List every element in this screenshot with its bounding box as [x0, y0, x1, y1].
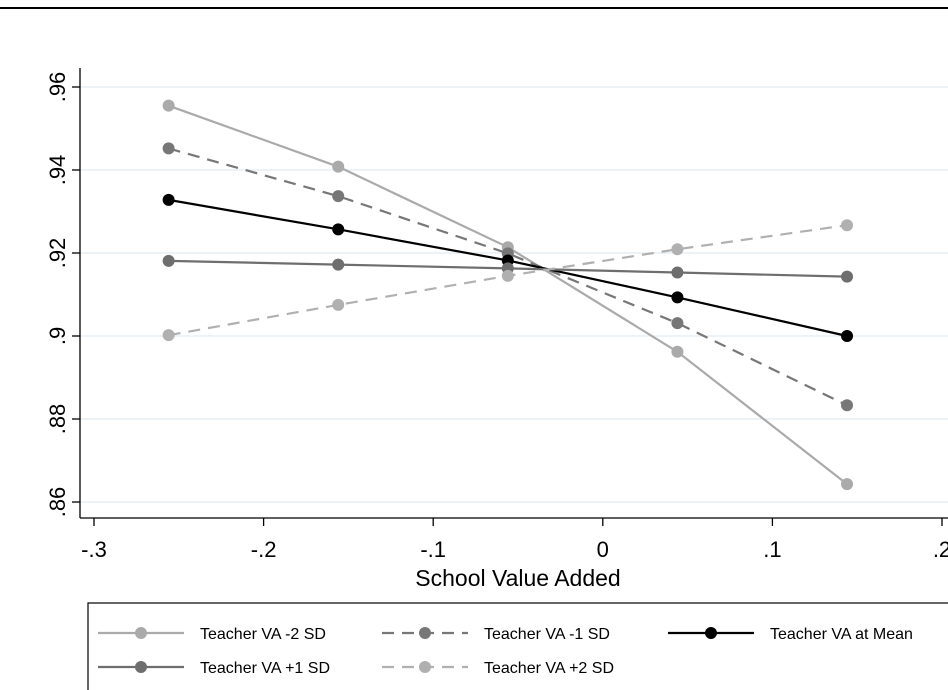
y-tick-label: .96: [45, 72, 70, 103]
data-point: [671, 291, 683, 303]
data-point: [671, 243, 683, 255]
x-tick-label: -.2: [251, 537, 277, 562]
legend-label: Teacher VA -1 SD: [484, 626, 610, 643]
data-point: [841, 399, 853, 411]
axes: .86 .88 .9 .92 .94 .96 -.3 -.2 -.1 0 .1 .2: [45, 68, 948, 562]
y-tick-label: .92: [45, 238, 70, 269]
y-tick-label: .9: [45, 327, 70, 345]
y-tick-label: .88: [45, 404, 70, 435]
data-point: [332, 223, 344, 235]
data-point: [841, 271, 853, 283]
data-point: [332, 190, 344, 202]
legend-swatch-marker: [419, 661, 431, 673]
x-tick-label: 0: [597, 537, 609, 562]
legend-swatch-marker: [135, 627, 147, 639]
series-group: [163, 100, 853, 490]
data-point: [671, 346, 683, 358]
legend-label: Teacher VA at Mean: [770, 626, 913, 643]
series-5: [163, 219, 853, 341]
legend-swatch-marker: [705, 627, 717, 639]
legend-label: Teacher VA +2 SD: [484, 660, 614, 677]
x-tick-label: -.3: [81, 537, 107, 562]
x-tick-label: -.1: [420, 537, 446, 562]
data-point: [841, 478, 853, 490]
data-point: [841, 330, 853, 342]
data-point: [163, 194, 175, 206]
data-point: [163, 329, 175, 341]
legend-swatch-marker: [135, 661, 147, 673]
series-line: [169, 106, 847, 484]
data-point: [671, 267, 683, 279]
gridlines: [80, 87, 948, 502]
legend-label: Teacher VA -2 SD: [200, 626, 326, 643]
data-point: [332, 299, 344, 311]
legend: Teacher VA -2 SD Teacher VA -1 SD Teacher …: [88, 603, 948, 690]
data-point: [163, 100, 175, 112]
x-tick-label: .2: [933, 537, 948, 562]
x-tick-label: .1: [763, 537, 781, 562]
legend-label: Teacher VA +1 SD: [200, 660, 330, 677]
data-point: [671, 317, 683, 329]
data-point: [163, 142, 175, 154]
legend-swatch-marker: [419, 627, 431, 639]
y-tick-label: .86: [45, 487, 70, 518]
x-axis-title: School Value Added: [415, 565, 620, 591]
series-1: [163, 100, 853, 490]
data-point: [332, 161, 344, 173]
data-point: [332, 259, 344, 271]
data-point: [841, 219, 853, 231]
data-point: [163, 255, 175, 267]
data-point: [502, 270, 514, 282]
y-tick-label: .94: [45, 155, 70, 186]
